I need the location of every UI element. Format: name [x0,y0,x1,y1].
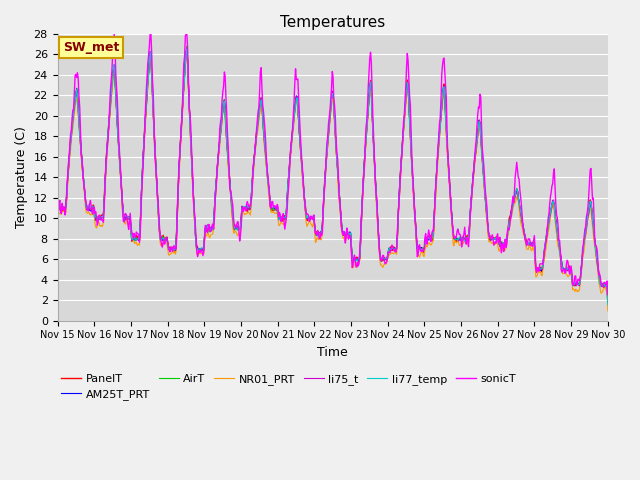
AM25T_PRT [176,147,184,153]
Title: Temperatures: Temperatures [280,15,385,30]
Text: SW_met: SW_met [63,41,120,54]
li75_t [604,300,612,305]
AirT [604,300,612,306]
NR01_PRT [417,252,424,258]
li75_t [417,247,424,253]
li77_temp [206,224,214,229]
AirT [417,245,424,251]
li75_t [120,217,128,223]
AirT [54,263,61,268]
PanelT [401,119,408,124]
li77_temp [54,262,61,267]
PanelT [417,245,424,251]
li77_temp [401,115,408,121]
li75_t [401,117,408,122]
Line: AM25T_PRT: AM25T_PRT [58,48,608,303]
AirT [63,179,71,184]
sonicT [206,228,214,233]
li75_t [176,147,184,153]
li77_temp [176,148,184,154]
AirT [401,117,408,122]
NR01_PRT [604,308,612,314]
sonicT [177,133,184,139]
Line: sonicT: sonicT [58,34,608,295]
PanelT [206,226,214,232]
AM25T_PRT [120,216,128,221]
PanelT [120,217,128,223]
li77_temp [604,302,612,308]
AirT [120,216,128,222]
AM25T_PRT [604,300,612,306]
li77_temp [183,46,191,52]
AM25T_PRT [417,246,424,252]
AM25T_PRT [206,224,214,230]
AirT [183,43,191,49]
Line: NR01_PRT: NR01_PRT [58,52,608,311]
Line: AirT: AirT [58,46,608,303]
PanelT [54,263,61,268]
Line: li75_t: li75_t [58,49,608,302]
sonicT [54,264,61,269]
AM25T_PRT [63,180,71,185]
li77_temp [417,246,424,252]
sonicT [120,219,128,225]
PanelT [183,45,191,51]
AM25T_PRT [401,118,408,124]
PanelT [63,178,71,184]
sonicT [604,292,612,298]
NR01_PRT [54,265,61,271]
sonicT [147,31,154,37]
sonicT [63,176,71,181]
PanelT [176,148,184,154]
Line: PanelT: PanelT [58,48,608,302]
X-axis label: Time: Time [317,346,348,359]
NR01_PRT [120,217,128,223]
Legend: PanelT, AM25T_PRT, AirT, NR01_PRT, li75_t, li77_temp, sonicT: PanelT, AM25T_PRT, AirT, NR01_PRT, li75_… [57,369,520,405]
NR01_PRT [401,121,408,127]
AM25T_PRT [54,261,61,266]
AirT [176,149,184,155]
li77_temp [63,179,71,184]
li75_t [183,46,191,52]
li77_temp [120,216,128,221]
NR01_PRT [63,184,71,190]
AM25T_PRT [183,46,191,51]
li75_t [63,180,71,186]
NR01_PRT [183,49,191,55]
Y-axis label: Temperature (C): Temperature (C) [15,126,28,228]
NR01_PRT [206,235,214,241]
li75_t [206,226,214,231]
li75_t [54,261,61,266]
PanelT [604,300,612,305]
sonicT [417,247,424,252]
NR01_PRT [176,155,184,160]
Line: li77_temp: li77_temp [58,49,608,305]
AirT [206,229,214,235]
sonicT [401,114,408,120]
